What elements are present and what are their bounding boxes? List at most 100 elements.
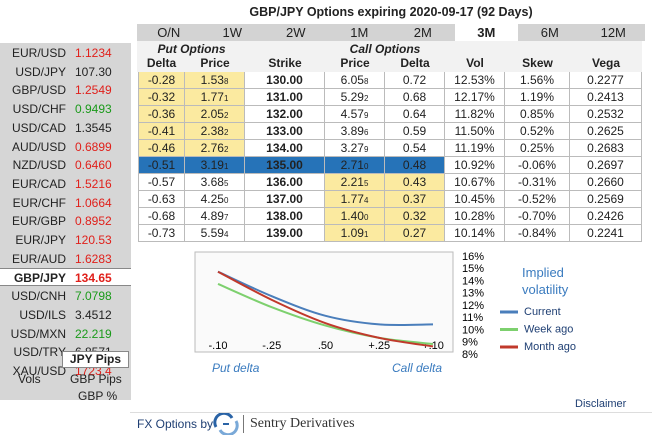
- cell-value: 0.59: [402, 124, 427, 138]
- cell-value: 0.2569: [587, 192, 624, 206]
- pair-row[interactable]: NZD/USD 0.6460: [0, 156, 131, 174]
- pair-row[interactable]: GBP/USD 1.2549: [0, 81, 131, 99]
- pair-name: AUD/USD: [11, 139, 66, 154]
- cell-value: 0.32: [402, 209, 427, 223]
- pair-rate: 1.5216: [75, 176, 112, 191]
- pair-row[interactable]: EUR/USD 1.1234: [0, 44, 131, 62]
- table-cell: -0.73: [138, 225, 185, 242]
- table-cell: 1.774: [325, 191, 385, 208]
- y-tick-label: 16%: [462, 251, 484, 263]
- plot-frame: [194, 251, 454, 353]
- cell-pip: 1: [223, 162, 229, 171]
- cell-value: 137.00: [266, 192, 303, 206]
- cell-value: 0.2660: [587, 175, 624, 189]
- table-cell: 0.52%: [505, 123, 570, 140]
- pair-row[interactable]: USD/CAD 1.3545: [0, 119, 131, 137]
- pair-rate: 0.8952: [75, 214, 112, 229]
- tenor-tab[interactable]: 6M: [540, 25, 559, 40]
- cell-value: 0.85%: [519, 107, 555, 121]
- cell-pip: 4: [223, 230, 229, 239]
- cell-value: -0.68: [147, 209, 176, 223]
- cell-value: 0.2426: [587, 209, 624, 223]
- table-cell: 0.2277: [570, 72, 642, 89]
- cell-value: 1.77: [200, 90, 224, 104]
- pair-name: NZD/USD: [12, 158, 66, 173]
- cell-value: 1.53: [200, 73, 224, 87]
- table-cell: 139.00: [245, 225, 325, 242]
- cell-value: -0.73: [147, 226, 176, 240]
- cell-value: 6.05: [340, 73, 364, 87]
- cell-value: 0.25%: [519, 141, 555, 155]
- pair-row[interactable]: USD/JPY 107.30: [0, 63, 131, 81]
- cell-value: 135.00: [266, 158, 303, 172]
- table-cell: 0.2241: [570, 225, 642, 242]
- table-cell: -0.52%: [505, 191, 570, 208]
- pair-rate: 1.1234: [75, 46, 112, 60]
- call-header: Call Options: [349, 42, 421, 56]
- pair-rate: 1.2549: [75, 83, 112, 98]
- cell-value: 1.19%: [519, 90, 555, 104]
- option-unit[interactable]: GBP %: [78, 389, 118, 403]
- pair-row[interactable]: USD/CHF 0.9493: [0, 100, 131, 118]
- pair-name: EUR/AUD: [11, 251, 66, 266]
- table-cell: 134.00: [245, 140, 325, 157]
- pair-name: USD/MXN: [10, 326, 66, 341]
- tenor-tab[interactable]: 12M: [600, 25, 626, 40]
- pair-row[interactable]: EUR/CHF 1.0664: [0, 194, 131, 212]
- tenor-tab[interactable]: 2W: [286, 25, 306, 40]
- cell-pip: 6: [363, 128, 369, 137]
- table-cell: 0.59: [385, 123, 445, 140]
- table-cell: 0.2532: [570, 106, 642, 123]
- table-cell: 0.72: [385, 72, 445, 89]
- column-header: Delta: [146, 56, 177, 70]
- table-cell: 0.2413: [570, 89, 642, 106]
- pips-unit[interactable]: JPY Pips: [62, 351, 129, 368]
- pair-row[interactable]: EUR/GBP 0.8952: [0, 212, 131, 230]
- cell-value: 130.00: [266, 73, 303, 87]
- cell-value: 138.00: [266, 209, 303, 223]
- cell-pip: 8: [363, 77, 369, 86]
- pair-name: EUR/USD: [11, 46, 66, 60]
- pair-row[interactable]: GBP/JPY 134.65: [0, 268, 131, 287]
- tenor-tab[interactable]: 1W: [222, 25, 243, 40]
- table-cell: 3.279: [325, 140, 385, 157]
- pair-row[interactable]: EUR/AUD 1.6283: [0, 250, 131, 268]
- pair-rate: 107.30: [75, 64, 112, 79]
- table-cell: -0.32: [138, 89, 185, 106]
- option-unit[interactable]: GBP Pips: [70, 372, 122, 386]
- cell-value: 136.00: [266, 175, 303, 189]
- pair-row[interactable]: AUD/USD 0.6899: [0, 138, 131, 156]
- table-cell: 133.00: [245, 123, 325, 140]
- cell-value: 5.59: [200, 226, 224, 240]
- table-cell: -0.31%: [505, 174, 570, 191]
- pair-row[interactable]: EUR/JPY 120.53: [0, 231, 131, 249]
- table-cell: 4.897: [185, 208, 245, 225]
- disclaimer-link[interactable]: Disclaimer: [575, 398, 627, 410]
- cell-value: 0.52%: [519, 124, 555, 138]
- y-tick-label: 13%: [462, 288, 484, 300]
- table-cell: 0.2697: [570, 157, 642, 174]
- cell-pip: 4: [363, 196, 369, 205]
- tenor-tab[interactable]: O/N: [157, 25, 181, 40]
- table-cell: 11.82%: [445, 106, 505, 123]
- pair-row[interactable]: USD/ILS 3.4512: [0, 306, 131, 324]
- y-tick-label: 11%: [462, 312, 483, 324]
- table-cell: 12.17%: [445, 89, 505, 106]
- cell-value: 3.89: [340, 124, 364, 138]
- pair-row[interactable]: USD/CNH 7.0798: [0, 287, 131, 305]
- pair-row[interactable]: USD/MXN 22.219: [0, 325, 131, 343]
- pair-row[interactable]: EUR/CAD 1.5216: [0, 175, 131, 193]
- cell-value: 0.2683: [587, 141, 624, 155]
- cell-value: 11.19%: [454, 141, 495, 155]
- tenor-tab[interactable]: 1M: [350, 25, 369, 40]
- tenor-tab[interactable]: 3M: [454, 24, 518, 41]
- cell-value: 10.14%: [454, 226, 495, 240]
- cell-value: -0.36: [147, 107, 176, 121]
- y-tick-label: 8%: [462, 349, 478, 361]
- tenor-tab[interactable]: 2M: [413, 25, 432, 40]
- table-cell: 0.2426: [570, 208, 642, 225]
- legend-label: Week ago: [524, 323, 573, 335]
- table-cell: 5.594: [185, 225, 245, 242]
- table-cell: 0.85%: [505, 106, 570, 123]
